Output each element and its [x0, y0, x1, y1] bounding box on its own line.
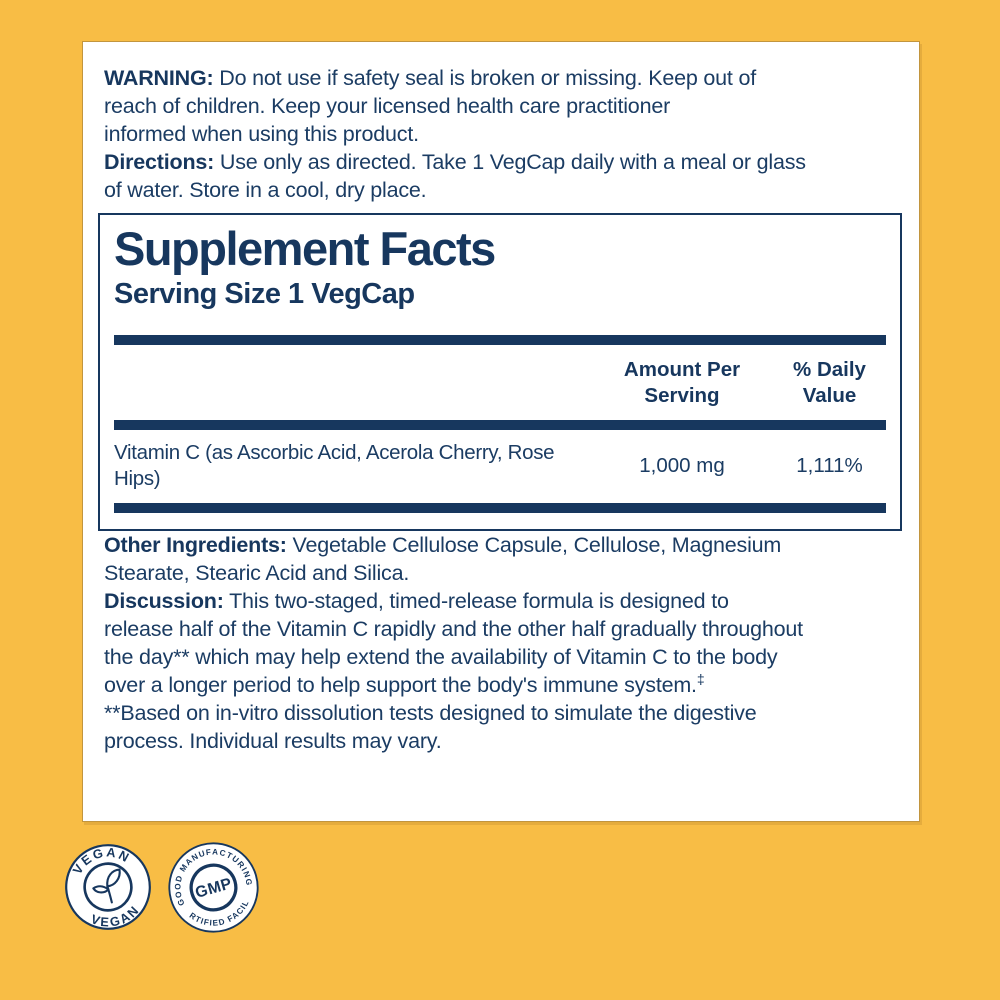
discussion-label: Discussion:: [104, 588, 224, 613]
directions-label: Directions:: [104, 150, 215, 174]
other-ingredients-paragraph: Other Ingredients: Vegetable Cellulose C…: [104, 531, 902, 587]
facts-table-header: Amount Per Serving % Daily Value: [114, 345, 892, 420]
gmp-badge-icon: GOOD MANUFACTURING CERTIFIED FACILITY GM…: [167, 841, 259, 934]
warning-text: Do not use if safety seal is broken or m…: [104, 66, 756, 146]
ingredient-daily-value: 1,111%: [796, 453, 863, 477]
table-row: Vitamin C (as Ascorbic Acid, Acerola Che…: [114, 430, 892, 503]
vegan-badge-icon: VEGAN VEGAN: [65, 843, 151, 931]
column-header-amount: Amount Per Serving: [623, 357, 741, 407]
column-header-daily-value: % Daily Value: [793, 357, 866, 407]
discussion-text: This two-staged, timed-release formula i…: [104, 588, 803, 697]
warning-label: WARNING:: [104, 66, 214, 90]
footnote-text: **Based on in-vitro dissolution tests de…: [104, 700, 757, 753]
ingredient-name: Vitamin C (as Ascorbic Acid, Acerola Che…: [114, 440, 555, 490]
footnote-paragraph: **Based on in-vitro dissolution tests de…: [104, 699, 902, 755]
directions-paragraph: Directions: Use only as directed. Take 1…: [104, 148, 902, 204]
gmp-badge: GOOD MANUFACTURING CERTIFIED FACILITY GM…: [167, 841, 260, 934]
supplement-facts-panel: Supplement Facts Serving Size 1 VegCap A…: [98, 213, 902, 531]
double-dagger-symbol: ‡: [696, 670, 705, 687]
warning-paragraph: WARNING: Do not use if safety seal is br…: [104, 64, 902, 148]
supplement-facts-title: Supplement Facts: [114, 222, 496, 275]
other-ingredients-label: Other Ingredients:: [104, 532, 287, 557]
divider-bar-top: [114, 334, 886, 345]
vegan-badge: VEGAN VEGAN: [64, 843, 152, 931]
divider-bar-bottom: [114, 502, 886, 513]
serving-size: Serving Size 1 VegCap: [114, 277, 415, 310]
label-panel: WARNING: Do not use if safety seal is br…: [82, 41, 920, 822]
divider-bar-middle: [114, 419, 886, 430]
directions-text: Use only as directed. Take 1 VegCap dail…: [104, 150, 806, 202]
other-ingredients-text: Vegetable Cellulose Capsule, Cellulose, …: [104, 532, 782, 585]
ingredient-amount: 1,000 mg: [639, 453, 725, 477]
discussion-paragraph: Discussion: This two-staged, timed-relea…: [104, 587, 902, 699]
sprout-icon: [92, 868, 121, 904]
